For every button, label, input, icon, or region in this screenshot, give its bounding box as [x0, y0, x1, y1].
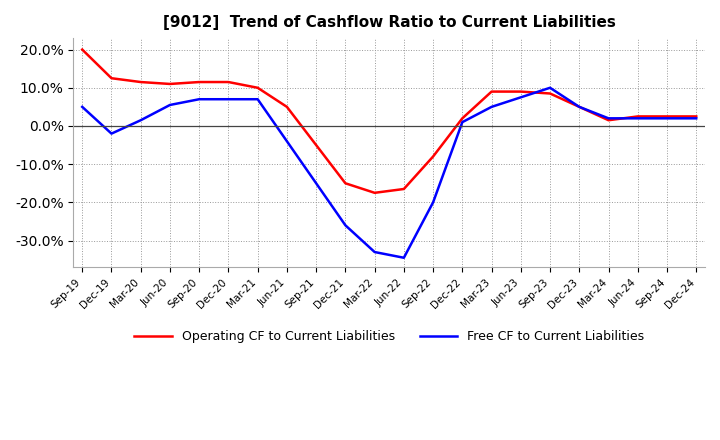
Operating CF to Current Liabilities — [487, 89, 496, 94]
Operating CF to Current Liabilities — [195, 79, 204, 84]
Operating CF to Current Liabilities — [224, 79, 233, 84]
Free CF to Current Liabilities — [487, 104, 496, 110]
Free CF to Current Liabilities — [429, 200, 438, 205]
Operating CF to Current Liabilities — [575, 104, 584, 110]
Operating CF to Current Liabilities — [429, 154, 438, 159]
Free CF to Current Liabilities — [516, 95, 525, 100]
Operating CF to Current Liabilities — [516, 89, 525, 94]
Free CF to Current Liabilities — [341, 223, 350, 228]
Operating CF to Current Liabilities — [107, 76, 116, 81]
Free CF to Current Liabilities — [107, 131, 116, 136]
Free CF to Current Liabilities — [458, 120, 467, 125]
Free CF to Current Liabilities — [634, 116, 642, 121]
Operating CF to Current Liabilities — [370, 190, 379, 195]
Free CF to Current Liabilities — [312, 181, 320, 186]
Free CF to Current Liabilities — [282, 139, 291, 144]
Operating CF to Current Liabilities — [282, 104, 291, 110]
Free CF to Current Liabilities — [224, 97, 233, 102]
Line: Operating CF to Current Liabilities: Operating CF to Current Liabilities — [82, 50, 696, 193]
Free CF to Current Liabilities — [370, 249, 379, 255]
Free CF to Current Liabilities — [78, 104, 86, 110]
Operating CF to Current Liabilities — [458, 116, 467, 121]
Operating CF to Current Liabilities — [78, 47, 86, 52]
Free CF to Current Liabilities — [253, 97, 262, 102]
Free CF to Current Liabilities — [166, 103, 174, 108]
Operating CF to Current Liabilities — [312, 143, 320, 148]
Free CF to Current Liabilities — [662, 116, 671, 121]
Operating CF to Current Liabilities — [400, 187, 408, 192]
Operating CF to Current Liabilities — [546, 91, 554, 96]
Operating CF to Current Liabilities — [662, 114, 671, 119]
Free CF to Current Liabilities — [195, 97, 204, 102]
Title: [9012]  Trend of Cashflow Ratio to Current Liabilities: [9012] Trend of Cashflow Ratio to Curren… — [163, 15, 616, 30]
Line: Free CF to Current Liabilities: Free CF to Current Liabilities — [82, 88, 696, 258]
Operating CF to Current Liabilities — [341, 181, 350, 186]
Operating CF to Current Liabilities — [136, 79, 145, 84]
Operating CF to Current Liabilities — [166, 81, 174, 87]
Free CF to Current Liabilities — [692, 116, 701, 121]
Legend: Operating CF to Current Liabilities, Free CF to Current Liabilities: Operating CF to Current Liabilities, Fre… — [129, 325, 649, 348]
Free CF to Current Liabilities — [604, 116, 613, 121]
Operating CF to Current Liabilities — [604, 117, 613, 123]
Operating CF to Current Liabilities — [692, 114, 701, 119]
Free CF to Current Liabilities — [575, 104, 584, 110]
Free CF to Current Liabilities — [546, 85, 554, 90]
Operating CF to Current Liabilities — [634, 114, 642, 119]
Free CF to Current Liabilities — [136, 117, 145, 123]
Free CF to Current Liabilities — [400, 255, 408, 260]
Operating CF to Current Liabilities — [253, 85, 262, 90]
